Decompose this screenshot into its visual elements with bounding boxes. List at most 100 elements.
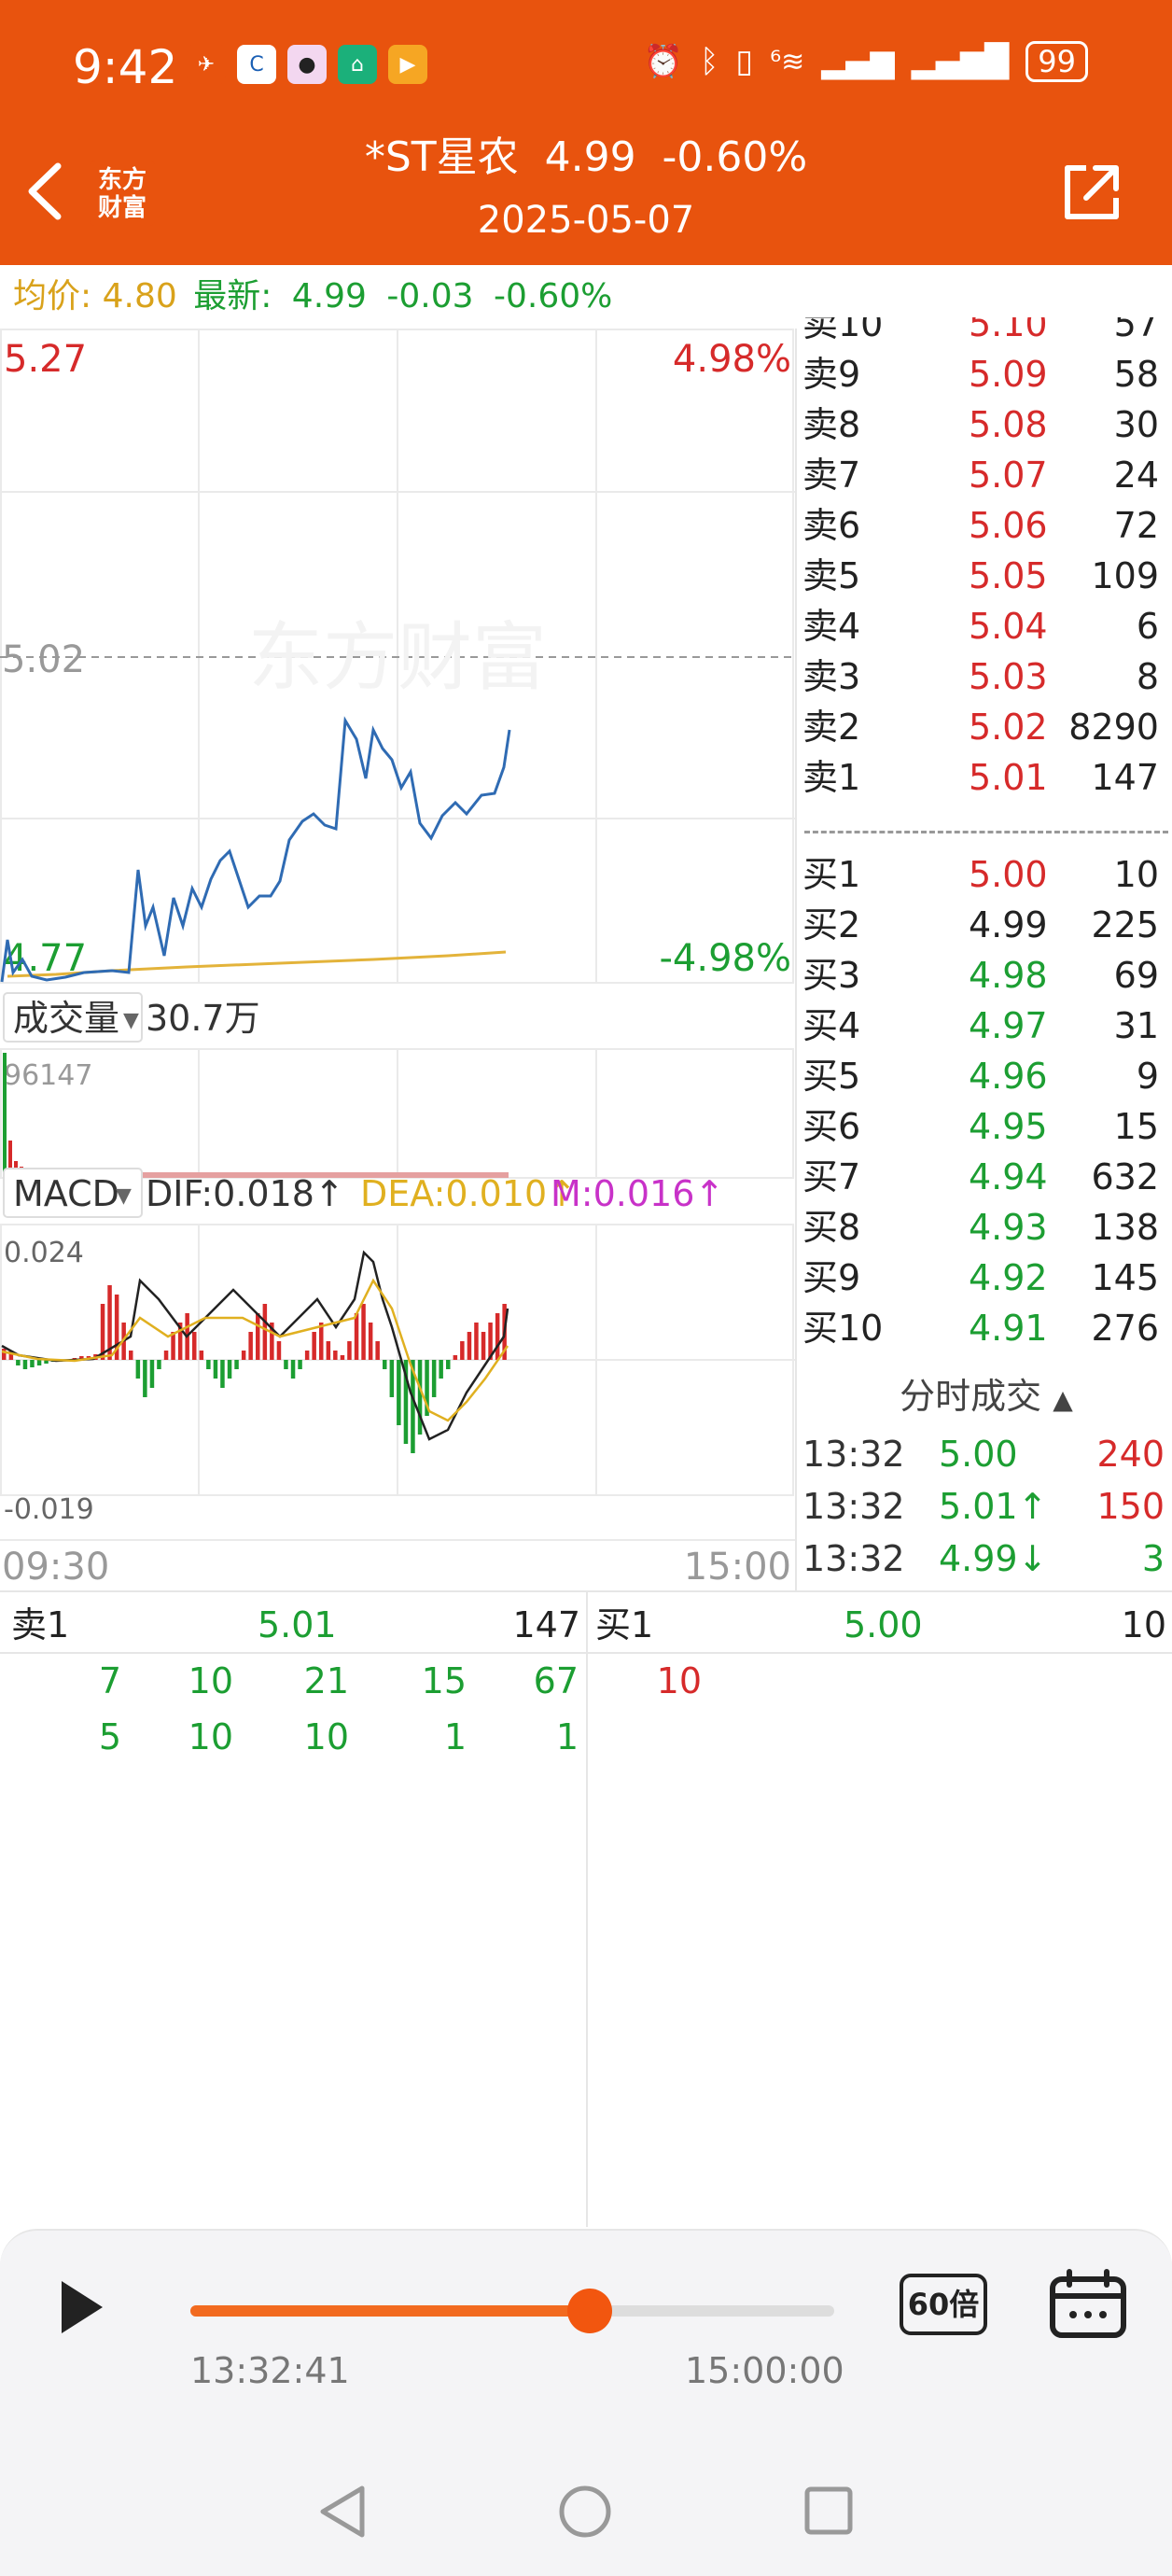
app-play-icon: ▶	[388, 45, 427, 84]
bid-row[interactable]: 买2 4.99 225	[801, 900, 1165, 950]
bid-label: 买8	[802, 1207, 861, 1248]
replay-player: 13:32:41 15:00:00 60倍	[0, 2229, 1172, 2445]
chart-divider	[795, 329, 797, 1590]
current-time: 13:32:41	[190, 2350, 350, 2391]
ask-row[interactable]: 卖2 5.02 8290	[801, 702, 1165, 752]
trade-volume: 240	[1096, 1434, 1165, 1475]
trade-time: 13:32	[802, 1538, 905, 1579]
bid-label: 买10	[802, 1308, 884, 1349]
ask-row[interactable]: 卖3 5.03 8	[801, 651, 1165, 702]
macd-dropdown-icon: ▼	[116, 1184, 132, 1208]
macd-bar	[403, 1360, 409, 1444]
intraday-chart[interactable]: 东方财富 5.27 4.98% 5.02 4.77 -4.98% 成交量 ▼ 3…	[0, 329, 795, 1590]
ask-row[interactable]: 卖7 5.07 24	[801, 450, 1165, 500]
macd-bar	[347, 1341, 352, 1360]
bid-row[interactable]: 买3 4.98 69	[801, 950, 1165, 1001]
macd-dea-line	[1, 1278, 509, 1422]
ask-price: 5.07	[969, 455, 1048, 496]
trade-price: 5.00	[939, 1434, 1018, 1475]
queue-order: 67	[533, 1660, 579, 1701]
bid-price: 4.98	[969, 955, 1048, 996]
trade-volume: 3	[1141, 1538, 1165, 1579]
macd-bar	[375, 1341, 380, 1360]
bid-row[interactable]: 买10 4.91 276	[801, 1303, 1165, 1353]
bid-row[interactable]: 买9 4.92 145	[801, 1253, 1165, 1303]
volume-total: 30.7万	[146, 998, 260, 1039]
macd-dea: DEA:0.010↑	[360, 1173, 577, 1214]
macd-bottom-label: -0.019	[4, 1493, 94, 1526]
bid-row[interactable]: 买1 5.00 10	[801, 849, 1165, 900]
macd-bar	[298, 1360, 302, 1369]
macd-bar	[241, 1351, 246, 1360]
ask-row[interactable]: 卖5 5.05 109	[801, 551, 1165, 601]
ask-label: 卖9	[802, 354, 861, 395]
macd-bar	[220, 1360, 225, 1388]
speed-button[interactable]: 60倍	[900, 2274, 987, 2335]
replay-date[interactable]: 2025-05-07	[477, 199, 695, 242]
macd-bar	[22, 1360, 28, 1369]
macd-bar	[411, 1360, 415, 1453]
macd-bar	[397, 1360, 401, 1425]
calendar-icon[interactable]	[1049, 2268, 1127, 2339]
bid-row[interactable]: 买8 4.93 138	[801, 1202, 1165, 1253]
time-trades-header[interactable]: 分时成交 ▲	[801, 1370, 1172, 1426]
queue-order: 10	[188, 1716, 233, 1757]
nav-back-icon[interactable]	[315, 2483, 368, 2541]
back-arrow-icon[interactable]	[22, 159, 69, 224]
bid-row[interactable]: 买6 4.95 15	[801, 1101, 1165, 1152]
macd-bar	[340, 1355, 345, 1360]
ask-volume: 30	[1113, 404, 1159, 445]
macd-bar	[213, 1360, 218, 1379]
play-icon[interactable]	[58, 2277, 106, 2337]
macd-bar	[163, 1351, 169, 1360]
bid-price: 4.92	[969, 1257, 1048, 1298]
progress-knob[interactable]	[566, 2289, 612, 2333]
macd-bar	[36, 1360, 42, 1365]
macd-bar	[453, 1355, 458, 1360]
expand-up-icon: ▲	[1053, 1384, 1073, 1415]
macd-bar	[439, 1360, 443, 1379]
ask-price: 5.02	[969, 707, 1048, 748]
ask-row[interactable]: 卖6 5.06 72	[801, 500, 1165, 551]
price-grid	[0, 329, 795, 1541]
nav-home-icon[interactable]	[556, 2483, 614, 2541]
ask-row[interactable]: 卖4 5.04 6	[801, 601, 1165, 651]
volume-selector[interactable]	[3, 992, 143, 1043]
queue-sell-price: 5.01	[258, 1604, 337, 1645]
macd-bar	[129, 1351, 133, 1360]
axis-start-time: 09:30	[2, 1546, 109, 1589]
ask-price: 5.08	[969, 404, 1048, 445]
nav-recents-icon[interactable]	[802, 2485, 855, 2537]
bid-price: 5.00	[969, 854, 1048, 895]
macd-selector[interactable]	[3, 1168, 143, 1218]
order-book-separator	[804, 831, 1168, 833]
ask-volume: 109	[1091, 555, 1159, 596]
bid-row[interactable]: 买5 4.96 9	[801, 1051, 1165, 1101]
macd-bar	[157, 1360, 161, 1369]
macd-bar	[431, 1360, 437, 1397]
app-home-icon: ⌂	[338, 45, 377, 84]
watermark: 东方财富	[248, 614, 547, 701]
logo-line2: 财富	[97, 194, 146, 222]
macd-bar	[44, 1360, 49, 1364]
ask-row[interactable]: 卖8 5.08 30	[801, 399, 1165, 450]
ask-row[interactable]: 卖9 5.09 58	[801, 349, 1165, 399]
ask-row[interactable]: 卖1 5.01 147	[801, 752, 1165, 803]
pct-top-label: 4.98%	[673, 338, 791, 381]
macd-bar	[495, 1313, 500, 1360]
alarm-icon: ⏰	[643, 43, 683, 80]
bid-row[interactable]: 买7 4.94 632	[801, 1152, 1165, 1202]
macd-label: MACD	[13, 1173, 119, 1214]
share-icon[interactable]	[1058, 159, 1125, 226]
macd-bar	[30, 1360, 35, 1367]
price-line	[0, 716, 511, 983]
notification-icon: ✈	[187, 45, 226, 84]
order-book[interactable]: 卖10 5.10 57 卖9 5.09 58 卖8 5.08 30 卖7 5.07 24 卖6 5.06 7…	[801, 317, 1172, 1366]
price-mid-label: 5.02	[2, 638, 85, 681]
battery-indicator: 99	[1026, 41, 1088, 82]
ask-row[interactable]: 卖10 5.10 57	[801, 317, 1165, 349]
progress-track[interactable]	[190, 2289, 834, 2333]
macd-bar	[389, 1360, 395, 1397]
queue-sell-label: 卖1	[11, 1604, 70, 1645]
bid-row[interactable]: 买4 4.97 31	[801, 1001, 1165, 1051]
